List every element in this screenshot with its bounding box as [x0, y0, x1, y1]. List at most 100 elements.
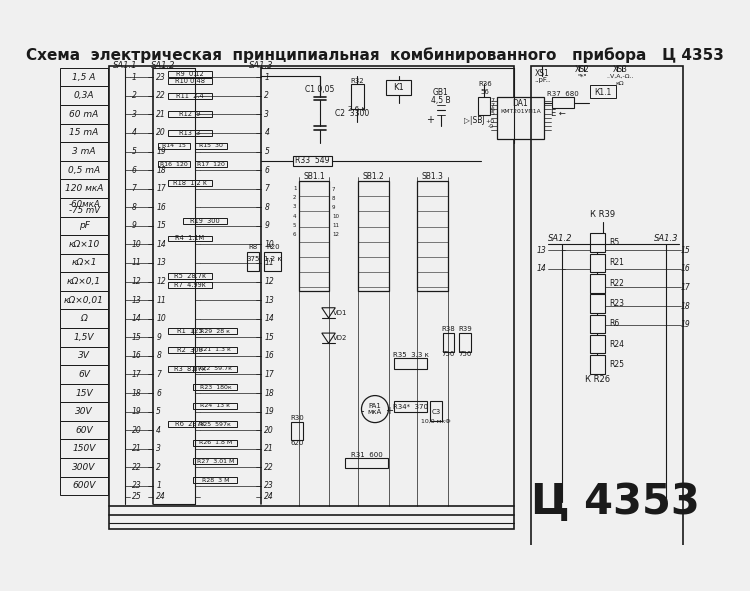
Text: 10,0 мкФ: 10,0 мкФ — [421, 418, 451, 423]
Bar — [60, 346, 108, 365]
Bar — [168, 130, 212, 136]
Text: C2  3300: C2 3300 — [335, 109, 370, 118]
Text: R25: R25 — [609, 360, 624, 369]
Bar — [292, 422, 303, 440]
Text: R33  549: R33 549 — [296, 156, 330, 165]
Bar — [194, 477, 237, 483]
Text: 1: 1 — [132, 73, 136, 82]
Bar — [194, 402, 237, 408]
Text: VD1: VD1 — [333, 310, 348, 316]
Text: 0,3A: 0,3A — [74, 91, 94, 100]
Text: SA1.2: SA1.2 — [151, 61, 176, 70]
Text: 20: 20 — [156, 128, 166, 138]
Text: SB1.2: SB1.2 — [362, 173, 384, 181]
Text: XS2: XS2 — [574, 65, 590, 74]
Bar — [183, 218, 227, 224]
Text: 3: 3 — [156, 444, 161, 453]
Bar — [60, 421, 108, 440]
Text: 22: 22 — [156, 91, 166, 100]
Text: 3V: 3V — [78, 352, 90, 361]
Bar — [60, 124, 108, 142]
Text: 21: 21 — [264, 444, 274, 453]
Text: 23: 23 — [264, 482, 274, 491]
Text: 3 mA: 3 mA — [72, 147, 96, 156]
Text: 22: 22 — [264, 463, 274, 472]
Text: К1.1: К1.1 — [595, 88, 612, 97]
Bar — [168, 329, 212, 335]
Bar — [293, 156, 332, 166]
Bar — [60, 402, 108, 421]
Text: 5: 5 — [490, 111, 494, 116]
Text: 14: 14 — [537, 264, 547, 274]
Text: 1: 1 — [293, 186, 296, 191]
Text: R15  30: R15 30 — [200, 143, 223, 148]
Text: R17  120: R17 120 — [197, 162, 225, 167]
Bar — [168, 236, 212, 242]
Text: 17: 17 — [264, 370, 274, 379]
Text: R28  3 М: R28 3 М — [202, 478, 229, 482]
Bar — [168, 71, 212, 77]
Bar — [590, 274, 604, 293]
Text: 24: 24 — [264, 492, 274, 501]
Bar — [194, 421, 237, 427]
Text: R12  9: R12 9 — [179, 111, 201, 118]
Bar — [60, 105, 108, 124]
Bar — [60, 477, 108, 495]
Text: -: - — [361, 406, 364, 416]
Text: 5: 5 — [264, 147, 269, 156]
Text: R11  2.4: R11 2.4 — [176, 93, 204, 99]
Text: E ←: E ← — [550, 109, 566, 118]
Text: Ц 4353: Ц 4353 — [531, 481, 700, 523]
Text: К R39: К R39 — [590, 210, 616, 219]
Bar — [350, 84, 364, 109]
Text: 7: 7 — [490, 103, 494, 108]
Bar — [590, 233, 604, 252]
Text: 19: 19 — [264, 407, 274, 416]
Text: 150V: 150V — [73, 444, 96, 453]
Bar — [478, 96, 490, 115]
Text: 18: 18 — [681, 301, 691, 310]
Text: R8: R8 — [249, 244, 258, 250]
Text: -60мкA: -60мкA — [68, 200, 100, 209]
Text: R3  8.87к: R3 8.87к — [174, 366, 206, 372]
Bar — [195, 142, 227, 148]
Bar — [168, 77, 212, 83]
Bar — [299, 181, 329, 291]
Text: 13: 13 — [132, 296, 142, 304]
Text: 18: 18 — [264, 388, 274, 398]
Text: 11: 11 — [264, 258, 274, 268]
Bar — [60, 180, 108, 198]
Text: R20: R20 — [266, 244, 280, 250]
Text: 16: 16 — [132, 352, 142, 361]
Text: 14: 14 — [132, 314, 142, 323]
Text: 30V: 30V — [75, 407, 93, 416]
Text: 6: 6 — [264, 165, 269, 174]
Text: 3: 3 — [293, 204, 296, 209]
Bar — [394, 401, 427, 413]
Bar — [497, 96, 544, 139]
Text: 8: 8 — [156, 352, 161, 361]
Text: 375: 375 — [247, 256, 260, 262]
Bar — [168, 347, 212, 353]
Text: 9: 9 — [332, 205, 335, 210]
Text: -0: -0 — [488, 124, 494, 129]
Text: 2: 2 — [132, 91, 136, 100]
Bar — [60, 198, 108, 216]
Text: "*": "*" — [577, 73, 586, 79]
Bar — [168, 366, 212, 372]
Text: 24: 24 — [156, 492, 166, 501]
Text: К R26: К R26 — [584, 375, 610, 384]
Text: 300V: 300V — [73, 463, 96, 472]
Text: R26  1.8 М: R26 1.8 М — [199, 440, 232, 446]
Text: 5: 5 — [132, 147, 136, 156]
Bar — [109, 66, 514, 529]
Text: R23  180к: R23 180к — [200, 385, 231, 389]
Text: 600V: 600V — [73, 482, 96, 491]
Bar — [60, 291, 108, 310]
Text: 17: 17 — [132, 370, 142, 379]
Text: кΩ×0,01: кΩ×0,01 — [64, 296, 104, 304]
Text: K1: K1 — [393, 83, 404, 92]
Text: 16: 16 — [156, 203, 166, 212]
Text: мкА: мкА — [368, 410, 382, 415]
Text: 7: 7 — [264, 184, 269, 193]
